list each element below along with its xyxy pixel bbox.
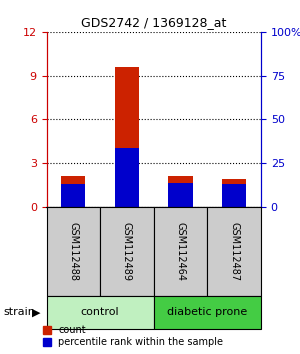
Text: ▶: ▶ xyxy=(32,307,40,318)
Bar xyxy=(115,148,139,207)
Text: GSM112488: GSM112488 xyxy=(68,222,78,281)
Bar xyxy=(154,207,207,296)
Bar xyxy=(222,184,246,207)
Bar xyxy=(46,207,100,296)
Text: GSM112489: GSM112489 xyxy=(122,222,132,281)
Text: GSM112464: GSM112464 xyxy=(176,222,186,281)
Bar xyxy=(207,207,261,296)
Bar xyxy=(61,176,86,207)
Bar xyxy=(46,296,154,329)
Text: GSM112487: GSM112487 xyxy=(229,222,239,281)
Bar xyxy=(169,176,193,207)
Legend: count, percentile rank within the sample: count, percentile rank within the sample xyxy=(41,323,225,349)
Bar xyxy=(115,67,139,207)
Bar xyxy=(100,207,154,296)
Bar xyxy=(61,184,86,207)
Text: diabetic prone: diabetic prone xyxy=(167,307,247,318)
Text: control: control xyxy=(81,307,119,318)
Text: strain: strain xyxy=(3,307,35,318)
Bar xyxy=(222,179,246,207)
Bar xyxy=(154,296,261,329)
Title: GDS2742 / 1369128_at: GDS2742 / 1369128_at xyxy=(81,16,226,29)
Bar xyxy=(169,183,193,207)
